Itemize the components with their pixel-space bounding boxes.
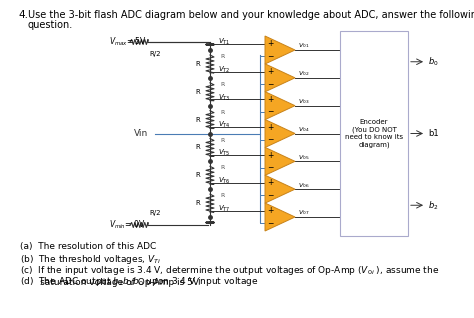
- Text: Encoder
(You DO NOT
need to know its
diagram): Encoder (You DO NOT need to know its dia…: [345, 120, 403, 148]
- Text: (a)  The resolution of this ADC: (a) The resolution of this ADC: [20, 242, 156, 251]
- Polygon shape: [265, 147, 295, 175]
- Bar: [340, 31, 408, 236]
- Text: (d)  The ADC output $b_2b_1b_0$ upon 3.4 V input voltage: (d) The ADC output $b_2b_1b_0$ upon 3.4 …: [20, 275, 258, 288]
- Text: Vin: Vin: [134, 129, 148, 138]
- Text: −: −: [267, 163, 273, 172]
- Text: $V_{T3}$: $V_{T3}$: [218, 93, 230, 103]
- Text: +: +: [267, 150, 273, 160]
- Text: −: −: [267, 80, 273, 89]
- Text: −: −: [267, 219, 273, 228]
- Text: $V_{06}$: $V_{06}$: [298, 181, 310, 190]
- Text: $V_{T2}$: $V_{T2}$: [218, 65, 230, 75]
- Text: −: −: [267, 52, 273, 61]
- Text: $b_2$: $b_2$: [428, 199, 438, 211]
- Text: $V_{T7}$: $V_{T7}$: [218, 204, 230, 214]
- Text: R: R: [220, 82, 224, 87]
- Text: R: R: [196, 144, 201, 150]
- Text: $V_{04}$: $V_{04}$: [298, 125, 310, 134]
- Text: $V_{T4}$: $V_{T4}$: [218, 120, 231, 130]
- Text: +: +: [267, 39, 273, 48]
- Text: 4.: 4.: [18, 10, 28, 20]
- Text: −: −: [267, 107, 273, 116]
- Text: R: R: [220, 193, 224, 198]
- Text: question.: question.: [28, 20, 73, 30]
- Text: R: R: [220, 165, 224, 170]
- Text: $V_{max}$= 5V: $V_{max}$= 5V: [109, 36, 147, 48]
- Text: $V_{min}$= 0V: $V_{min}$= 0V: [109, 219, 146, 231]
- Text: +: +: [267, 123, 273, 132]
- Text: $V_{T5}$: $V_{T5}$: [218, 148, 230, 158]
- Polygon shape: [265, 203, 295, 231]
- Text: Use the 3-bit flash ADC diagram below and your knowledge about ADC, answer the f: Use the 3-bit flash ADC diagram below an…: [28, 10, 474, 20]
- Polygon shape: [265, 64, 295, 92]
- Text: R: R: [196, 172, 201, 178]
- Text: $V_{07}$: $V_{07}$: [298, 209, 310, 218]
- Text: $V_{03}$: $V_{03}$: [298, 97, 310, 106]
- Text: R/2: R/2: [149, 210, 161, 216]
- Text: R: R: [220, 54, 224, 59]
- Text: −: −: [267, 135, 273, 144]
- Text: +: +: [267, 206, 273, 215]
- Text: +: +: [267, 178, 273, 187]
- Text: $V_{02}$: $V_{02}$: [298, 69, 310, 78]
- Text: $V_{05}$: $V_{05}$: [298, 153, 310, 162]
- Polygon shape: [265, 120, 295, 148]
- Text: $V_{T1}$: $V_{T1}$: [218, 37, 230, 47]
- Polygon shape: [265, 92, 295, 120]
- Text: R: R: [220, 110, 224, 115]
- Text: $V_{01}$: $V_{01}$: [298, 42, 310, 51]
- Text: (c)  If the input voltage is 3.4 V, determine the output voltages of Op-Amp ($V_: (c) If the input voltage is 3.4 V, deter…: [20, 264, 439, 287]
- Text: $V_{T6}$: $V_{T6}$: [218, 176, 231, 186]
- Text: R: R: [220, 137, 224, 142]
- Text: (b)  The threshold voltages, $V_{Ti}$: (b) The threshold voltages, $V_{Ti}$: [20, 253, 161, 266]
- Polygon shape: [265, 175, 295, 203]
- Text: +: +: [267, 67, 273, 76]
- Text: −: −: [267, 191, 273, 200]
- Text: R: R: [196, 117, 201, 122]
- Text: b1: b1: [428, 129, 438, 138]
- Text: +: +: [267, 95, 273, 104]
- Text: $b_0$: $b_0$: [428, 56, 438, 68]
- Polygon shape: [265, 36, 295, 64]
- Text: R: R: [196, 89, 201, 95]
- Text: R: R: [196, 200, 201, 206]
- Text: R: R: [196, 61, 201, 67]
- Text: R/2: R/2: [149, 51, 161, 57]
